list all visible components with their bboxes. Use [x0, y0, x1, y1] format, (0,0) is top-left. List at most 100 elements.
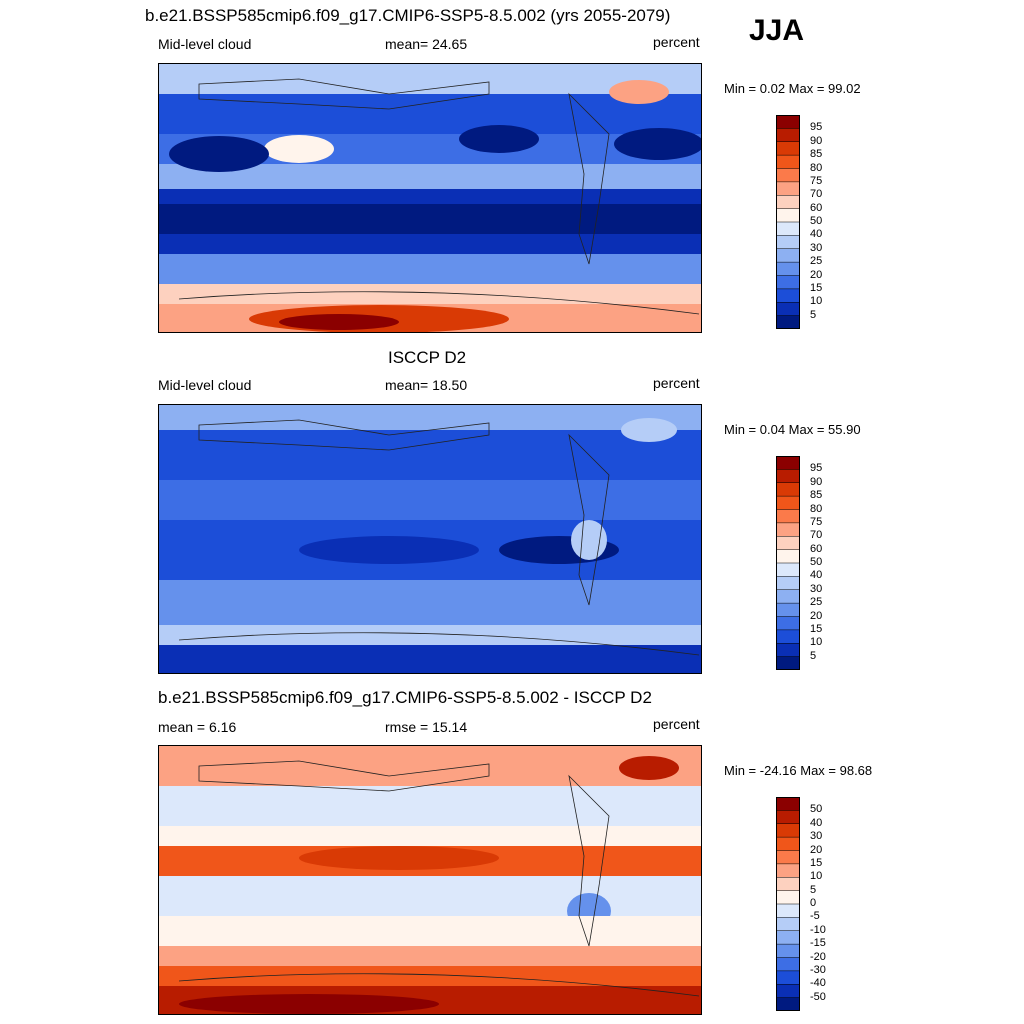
- colorbar-tick-label: 40: [810, 569, 823, 582]
- colorbar-tick-label: 40: [810, 228, 823, 241]
- colorbar-swatch: [776, 904, 800, 918]
- colorbar-tick-label: 15: [810, 856, 823, 869]
- colorbar-swatch: [776, 222, 800, 236]
- colorbar-swatch: [776, 643, 800, 658]
- colorbar-tick-label: 15: [810, 281, 823, 294]
- colorbar-swatch: [776, 235, 800, 250]
- colorbar-swatch: [776, 482, 800, 497]
- colorbar-tick-label: 50: [810, 803, 823, 816]
- colorbar-swatch: [776, 275, 800, 290]
- panel1-units-label: percent: [653, 34, 700, 50]
- colorbar-swatch: [776, 168, 800, 183]
- colorbar-swatch: [776, 930, 800, 945]
- colorbar-swatch: [776, 576, 800, 591]
- colorbar-tick-label: 85: [810, 148, 823, 161]
- colorbar-tick-label: 90: [810, 475, 823, 488]
- colorbar-swatch: [776, 128, 800, 143]
- colorbar-tick-label: -10: [810, 923, 826, 936]
- colorbar-tick-label: 20: [810, 268, 823, 281]
- colorbar-swatch: [776, 890, 800, 905]
- panel1-map: [158, 63, 702, 333]
- colorbar-tick-label: 30: [810, 582, 823, 595]
- colorbar-swatch: [776, 810, 800, 825]
- colorbar-swatch: [776, 315, 800, 329]
- colorbar-swatch: [776, 970, 800, 985]
- colorbar-swatch: [776, 208, 800, 223]
- colorbar-tick-label: 95: [810, 121, 823, 134]
- season-label: JJA: [749, 14, 805, 47]
- colorbar-swatch: [776, 496, 800, 510]
- colorbar-tick-label: 50: [810, 556, 823, 568]
- panel3-colorbar: 50 40 30 20 15 10 5 0 -5 -10 -15 -20 -30 -40 -50: [776, 797, 826, 1011]
- colorbar-tick-label: 10: [810, 636, 823, 649]
- colorbar-swatch: [776, 469, 800, 484]
- colorbar-swatch: [776, 997, 800, 1011]
- panel2-title: ISCCP D2: [388, 348, 467, 367]
- panel3-minmax: Min = -24.16 Max = 98.68: [724, 763, 873, 778]
- colorbar-tick-label: 80: [810, 161, 823, 174]
- colorbar-swatch: [776, 456, 800, 470]
- colorbar-swatch: [776, 536, 800, 551]
- colorbar-tick-label: 25: [810, 255, 823, 268]
- panel3-units-label: percent: [653, 716, 700, 732]
- panel1-title: b.e21.BSSP585cmip6.f09_g17.CMIP6-SSP5-8.…: [145, 6, 671, 25]
- panel3-map: [158, 745, 702, 1015]
- colorbar-swatch: [776, 302, 800, 317]
- colorbar-swatch: [776, 917, 800, 932]
- colorbar-tick-label: 75: [810, 174, 823, 187]
- colorbar-tick-label: 5: [810, 883, 817, 896]
- colorbar-tick-label: 20: [810, 843, 823, 856]
- colorbar-swatch: [776, 115, 800, 129]
- colorbar-tick-label: 20: [810, 609, 823, 622]
- colorbar-tick-label: 75: [810, 515, 823, 528]
- panel1-colorbar: 95 90 85 80 75 70 60 50 40 30 25 20 15 10 5: [776, 115, 822, 329]
- panel2-colorbar: 95 90 85 80 75 70 60 50 40 30 25 20 15 10 5: [776, 456, 822, 670]
- colorbar-swatch: [776, 589, 800, 604]
- colorbar-tick-label: 30: [810, 830, 823, 843]
- colorbar-swatch: [776, 549, 800, 564]
- colorbar-tick-label: -15: [810, 937, 826, 950]
- colorbar-tick-label: 85: [810, 489, 823, 502]
- colorbar-swatch: [776, 629, 800, 644]
- colorbar-swatch: [776, 850, 800, 865]
- colorbar-tick-label: 95: [810, 462, 823, 475]
- colorbar-tick-label: 30: [810, 241, 823, 254]
- colorbar-tick-label: 50: [810, 215, 823, 227]
- colorbar-swatch: [776, 957, 800, 972]
- colorbar-swatch: [776, 823, 800, 838]
- colorbar-swatch: [776, 837, 800, 851]
- colorbar-swatch: [776, 509, 800, 524]
- colorbar-swatch: [776, 141, 800, 156]
- colorbar-tick-label: 5: [810, 649, 817, 662]
- colorbar-swatch: [776, 877, 800, 892]
- colorbar-swatch: [776, 603, 800, 617]
- colorbar-tick-label: -20: [810, 950, 826, 963]
- colorbar-tick-label: 15: [810, 622, 823, 635]
- colorbar-swatch: [776, 656, 800, 670]
- colorbar-tick-label: 10: [810, 295, 823, 308]
- panel3-rmse-label: rmse = 15.14: [385, 719, 468, 735]
- panel3-title: b.e21.BSSP585cmip6.f09_g17.CMIP6-SSP5-8.…: [158, 688, 652, 707]
- colorbar-tick-label: -5: [810, 910, 820, 923]
- colorbar-tick-label: 0: [810, 897, 817, 909]
- colorbar-swatch: [776, 944, 800, 958]
- colorbar-swatch: [776, 155, 800, 169]
- colorbar-tick-label: 10: [810, 870, 823, 883]
- colorbar-swatch: [776, 195, 800, 210]
- colorbar-swatch: [776, 522, 800, 537]
- colorbar-tick-label: 25: [810, 596, 823, 609]
- colorbar-swatch: [776, 984, 800, 999]
- colorbar-tick-label: 70: [810, 529, 823, 542]
- colorbar-swatch: [776, 262, 800, 276]
- panel3-mean-label: mean = 6.16: [158, 719, 237, 735]
- colorbar-swatch: [776, 288, 800, 303]
- panel1-left-label: Mid-level cloud: [158, 36, 252, 52]
- panel2-left-label: Mid-level cloud: [158, 377, 252, 393]
- colorbar-swatch: [776, 616, 800, 631]
- colorbar-tick-label: -50: [810, 990, 826, 1003]
- colorbar-swatch: [776, 563, 800, 577]
- colorbar-swatch: [776, 863, 800, 878]
- colorbar-tick-label: 5: [810, 308, 817, 321]
- colorbar-tick-label: 60: [810, 542, 823, 555]
- panel2-minmax: Min = 0.04 Max = 55.90: [724, 422, 861, 437]
